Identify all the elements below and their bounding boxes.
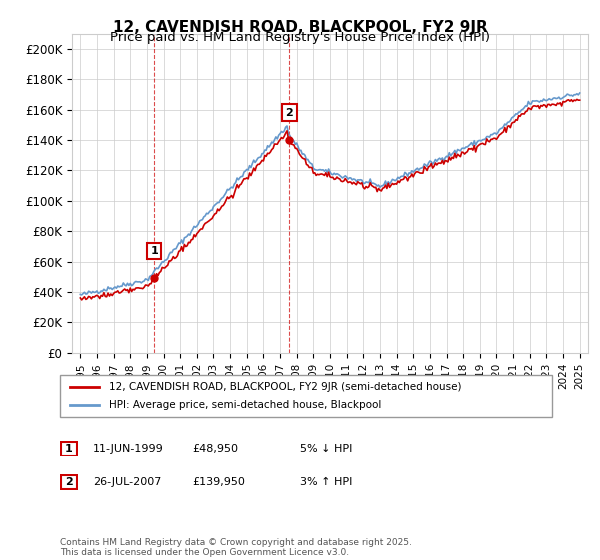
Text: 3% ↑ HPI: 3% ↑ HPI bbox=[300, 477, 352, 487]
FancyBboxPatch shape bbox=[61, 441, 77, 456]
FancyBboxPatch shape bbox=[61, 475, 77, 489]
Text: Contains HM Land Registry data © Crown copyright and database right 2025.
This d: Contains HM Land Registry data © Crown c… bbox=[60, 538, 412, 557]
Text: HPI: Average price, semi-detached house, Blackpool: HPI: Average price, semi-detached house,… bbox=[109, 400, 382, 410]
Text: 2: 2 bbox=[286, 108, 293, 118]
Text: Price paid vs. HM Land Registry's House Price Index (HPI): Price paid vs. HM Land Registry's House … bbox=[110, 31, 490, 44]
Text: 5% ↓ HPI: 5% ↓ HPI bbox=[300, 444, 352, 454]
Text: 11-JUN-1999: 11-JUN-1999 bbox=[93, 444, 164, 454]
Text: 26-JUL-2007: 26-JUL-2007 bbox=[93, 477, 161, 487]
Text: 2: 2 bbox=[65, 477, 73, 487]
FancyBboxPatch shape bbox=[60, 375, 552, 417]
Text: 1: 1 bbox=[151, 246, 158, 256]
Text: £139,950: £139,950 bbox=[192, 477, 245, 487]
Text: 12, CAVENDISH ROAD, BLACKPOOL, FY2 9JR (semi-detached house): 12, CAVENDISH ROAD, BLACKPOOL, FY2 9JR (… bbox=[109, 382, 462, 392]
Text: £48,950: £48,950 bbox=[192, 444, 238, 454]
Text: 1: 1 bbox=[65, 444, 73, 454]
Text: 12, CAVENDISH ROAD, BLACKPOOL, FY2 9JR: 12, CAVENDISH ROAD, BLACKPOOL, FY2 9JR bbox=[113, 20, 487, 35]
